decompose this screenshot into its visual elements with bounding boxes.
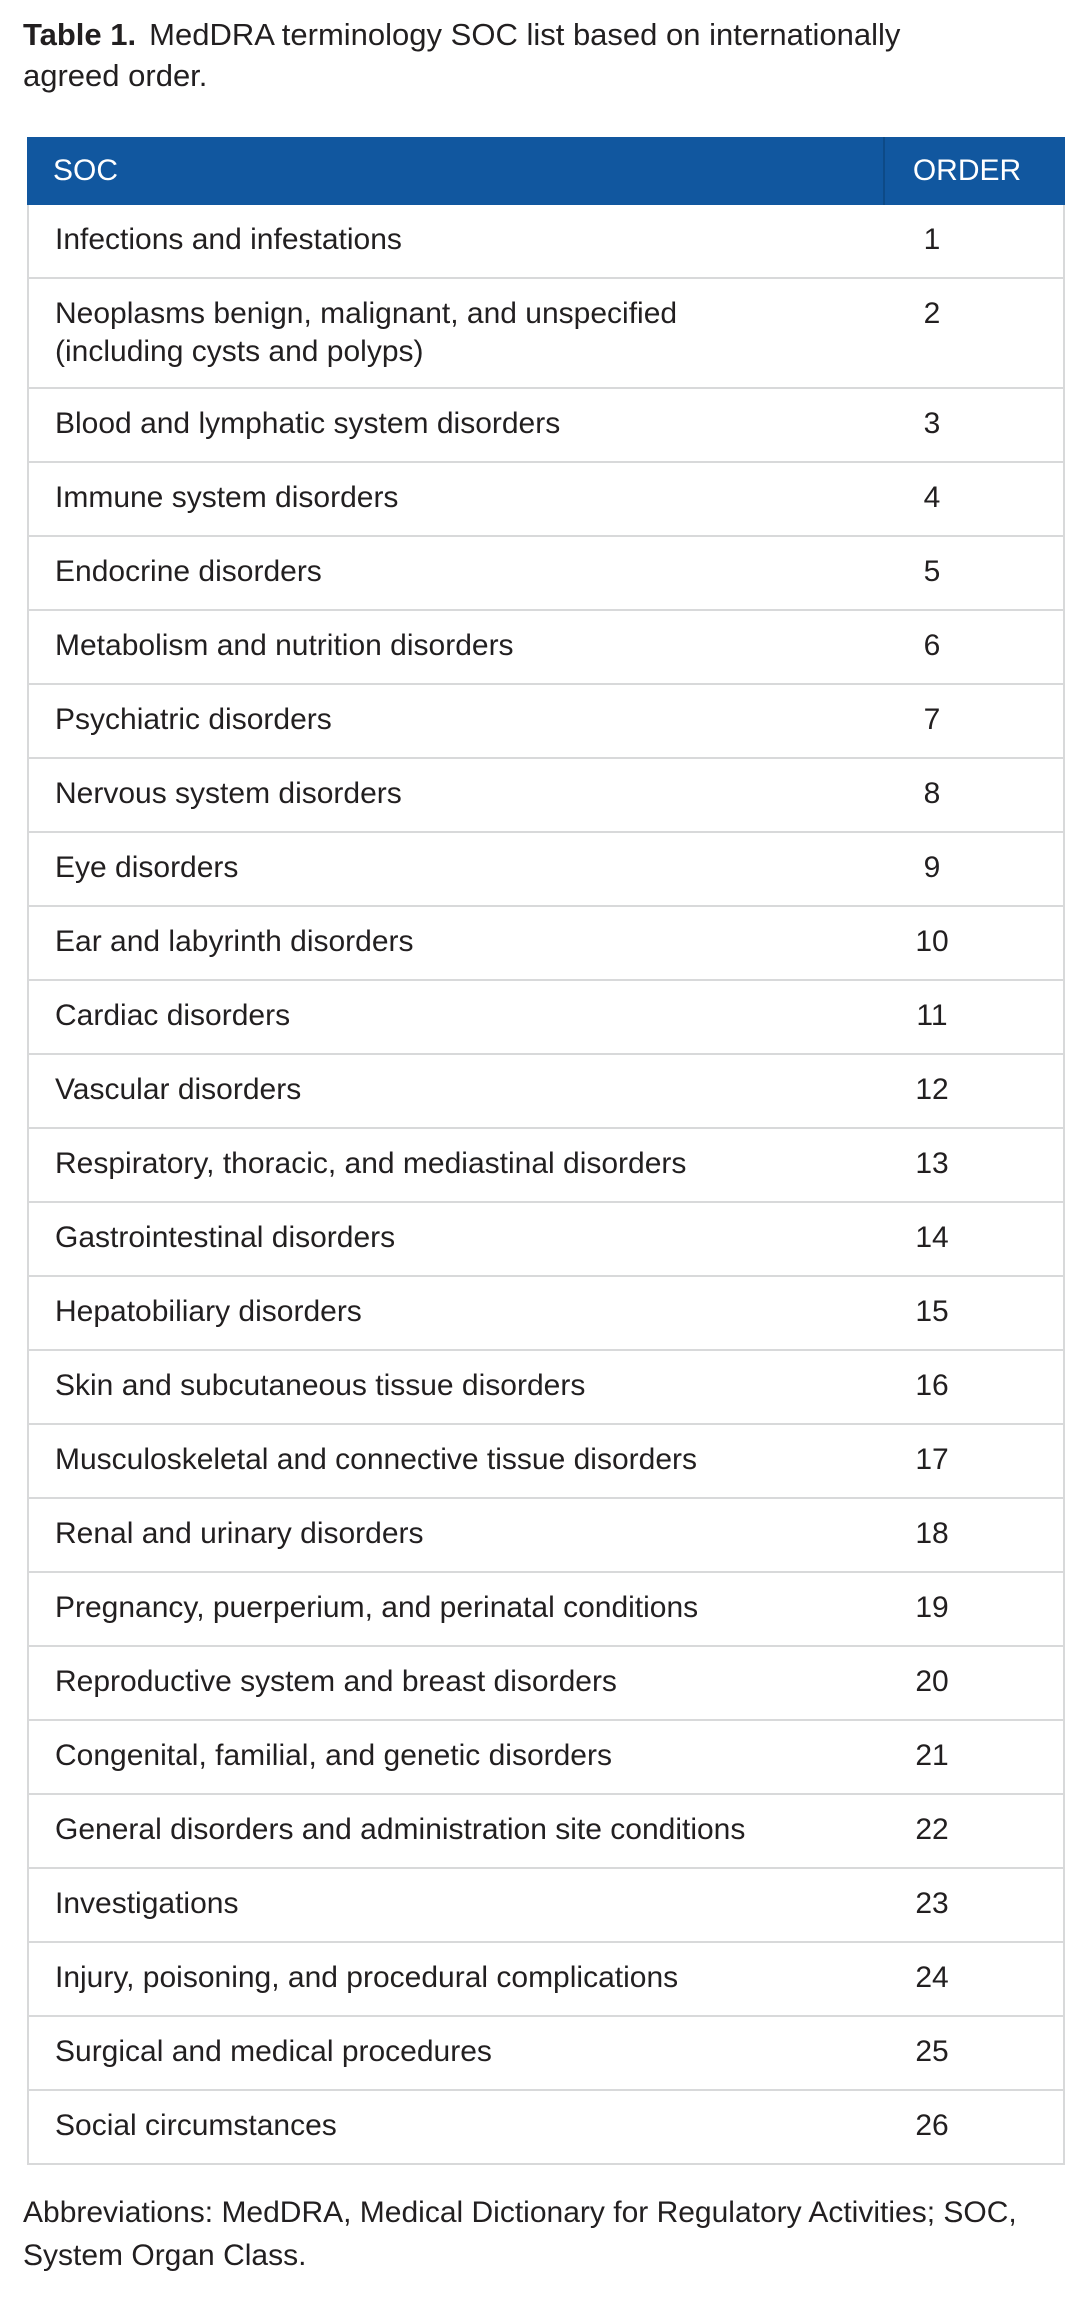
order-cell: 26 <box>915 2109 949 2142</box>
soc-cell: General disorders and administration sit… <box>55 1813 746 1846</box>
order-cell: 18 <box>915 1517 949 1550</box>
table-row: Respiratory, thoracic, and mediastinal d… <box>29 1129 1063 1203</box>
order-cell: 1 <box>923 223 941 256</box>
table-row: Musculoskeletal and connective tissue di… <box>29 1425 1063 1499</box>
soc-cell: Blood and lymphatic system disorders <box>55 407 561 440</box>
table-caption-label: Table 1. <box>23 17 137 52</box>
order-cell: 9 <box>923 851 941 884</box>
order-cell: 8 <box>923 777 941 810</box>
table-row: Cardiac disorders 11 <box>29 981 1063 1055</box>
order-cell: 11 <box>916 999 948 1032</box>
soc-cell: Cardiac disorders <box>55 999 291 1032</box>
soc-cell: Surgical and medical procedures <box>55 2035 492 2068</box>
table-row: Infections and infestations 1 <box>29 205 1063 279</box>
soc-cell: Pregnancy, puerperium, and perinatal con… <box>55 1591 699 1624</box>
order-cell: 5 <box>923 555 941 588</box>
order-cell: 21 <box>915 1739 949 1772</box>
soc-cell: Eye disorders <box>55 851 239 884</box>
table-row: Vascular disorders 12 <box>29 1055 1063 1129</box>
table-body: Infections and infestations 1 Neoplasms … <box>27 205 1065 2165</box>
soc-cell: Hepatobiliary disorders <box>55 1295 362 1328</box>
abbreviations-footnote: Abbreviations: MedDRA, Medical Dictionar… <box>23 2196 1017 2272</box>
soc-cell: Infections and infestations <box>55 223 402 256</box>
order-cell: 10 <box>915 925 949 958</box>
table-row: Nervous system disorders 8 <box>29 759 1063 833</box>
soc-cell: Metabolism and nutrition disorders <box>55 629 514 662</box>
table-row: Skin and subcutaneous tissue disorders 1… <box>29 1351 1063 1425</box>
soc-cell: Vascular disorders <box>55 1073 302 1106</box>
table-row: Psychiatric disorders 7 <box>29 685 1063 759</box>
order-cell: 23 <box>915 1887 949 1920</box>
soc-cell: Investigations <box>55 1887 239 1920</box>
order-cell: 3 <box>923 407 941 440</box>
table-row: Hepatobiliary disorders 15 <box>29 1277 1063 1351</box>
soc-cell: Immune system disorders <box>55 481 399 514</box>
table-header-row: SOC ORDER <box>27 137 1065 205</box>
order-cell: 2 <box>923 297 941 330</box>
table-row: Pregnancy, puerperium, and perinatal con… <box>29 1573 1063 1647</box>
order-cell: 12 <box>915 1073 949 1106</box>
table-row: Neoplasms benign, malignant, and unspeci… <box>29 279 1063 389</box>
table-row: Reproductive system and breast disorders… <box>29 1647 1063 1721</box>
soc-cell: Endocrine disorders <box>55 555 322 588</box>
soc-cell: Nervous system disorders <box>55 777 402 810</box>
soc-cell: Injury, poisoning, and procedural compli… <box>55 1961 679 1994</box>
table-row: Endocrine disorders 5 <box>29 537 1063 611</box>
header-cell-soc: SOC <box>53 154 119 187</box>
table-row: Injury, poisoning, and procedural compli… <box>29 1943 1063 2017</box>
order-cell: 17 <box>915 1443 949 1476</box>
soc-cell: Renal and urinary disorders <box>55 1517 424 1550</box>
soc-cell: Gastrointestinal disorders <box>55 1221 396 1254</box>
soc-cell: Musculoskeletal and connective tissue di… <box>55 1443 697 1476</box>
table-row: Immune system disorders 4 <box>29 463 1063 537</box>
order-cell: 15 <box>915 1295 949 1328</box>
table-row: General disorders and administration sit… <box>29 1795 1063 1869</box>
header-cell-order: ORDER <box>883 137 1065 205</box>
soc-cell: Respiratory, thoracic, and mediastinal d… <box>55 1147 687 1180</box>
table-caption-text: MedDRA terminology SOC list based on int… <box>23 17 901 93</box>
table-row: Metabolism and nutrition disorders 6 <box>29 611 1063 685</box>
order-cell: 20 <box>915 1665 949 1698</box>
order-cell: 25 <box>915 2035 949 2068</box>
table-row: Renal and urinary disorders 18 <box>29 1499 1063 1573</box>
soc-cell: Congenital, familial, and genetic disord… <box>55 1739 612 1772</box>
order-cell: 14 <box>915 1221 949 1254</box>
table-row: Surgical and medical procedures 25 <box>29 2017 1063 2091</box>
table-row: Congenital, familial, and genetic disord… <box>29 1721 1063 1795</box>
soc-cell: Ear and labyrinth disorders <box>55 925 414 958</box>
table-row: Social circumstances 26 <box>29 2091 1063 2163</box>
order-cell: 19 <box>915 1591 949 1624</box>
order-cell: 24 <box>915 1961 949 1994</box>
table-row: Eye disorders 9 <box>29 833 1063 907</box>
table-row: Ear and labyrinth disorders 10 <box>29 907 1063 981</box>
table-row: Investigations 23 <box>29 1869 1063 1943</box>
table-row: Blood and lymphatic system disorders 3 <box>29 389 1063 463</box>
table-caption: Table 1. MedDRA terminology SOC list base… <box>23 14 1065 96</box>
order-cell: 4 <box>923 481 941 514</box>
soc-cell: Social circumstances <box>55 2109 337 2142</box>
soc-cell: Neoplasms benign, malignant, and unspeci… <box>55 297 678 368</box>
soc-cell: Reproductive system and breast disorders <box>55 1665 617 1698</box>
order-cell: 22 <box>915 1813 949 1846</box>
soc-cell: Psychiatric disorders <box>55 703 332 736</box>
soc-cell: Skin and subcutaneous tissue disorders <box>55 1369 586 1402</box>
soc-table: SOC ORDER Infections and infestations 1 … <box>27 137 1065 2165</box>
order-cell: 7 <box>923 703 941 736</box>
order-cell: 13 <box>915 1147 949 1180</box>
order-cell: 6 <box>923 629 941 662</box>
table-row: Gastrointestinal disorders 14 <box>29 1203 1063 1277</box>
order-cell: 16 <box>915 1369 949 1402</box>
